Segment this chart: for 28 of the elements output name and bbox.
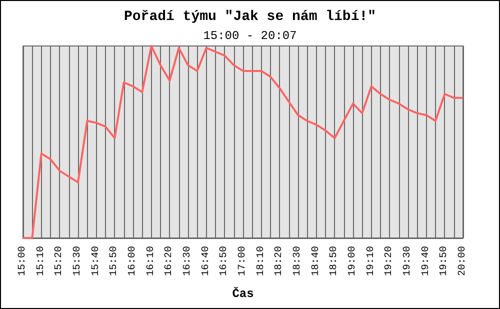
x-tick-label: 15:10 xyxy=(36,246,47,276)
x-tick-label: 16:10 xyxy=(146,246,157,276)
x-tick-label: 18:20 xyxy=(274,246,286,276)
chart-subtitle: 15:00 - 20:07 xyxy=(203,29,297,43)
x-tick-label: 17:00 xyxy=(238,246,248,276)
x-tick-label: 15:30 xyxy=(72,246,84,276)
x-tick-label: 19:00 xyxy=(348,246,358,276)
x-tick-label: 15:00 xyxy=(18,246,28,276)
x-tick-label: 19:50 xyxy=(439,246,450,276)
x-tick-label: 16:00 xyxy=(128,246,138,276)
x-tick-label: 18:10 xyxy=(256,246,267,276)
x-tick-label: 16:50 xyxy=(219,246,230,276)
x-tick-label: 19:10 xyxy=(366,246,377,276)
x-tick-label: 18:40 xyxy=(310,246,322,276)
x-tick-label: 19:30 xyxy=(402,246,414,276)
x-tick-label: 15:40 xyxy=(90,246,102,276)
x-tick-label: 15:20 xyxy=(54,246,66,276)
x-tick-label: 16:40 xyxy=(200,246,212,276)
chart-title: Pořadí týmu "Jak se nám líbí!" xyxy=(124,9,376,25)
x-tick-label: 18:30 xyxy=(292,246,304,276)
x-tick-label: 20:00 xyxy=(458,246,468,276)
x-tick-label: 18:50 xyxy=(329,246,340,276)
x-tick-label: 16:20 xyxy=(164,246,176,276)
x-tick-label: 19:20 xyxy=(384,246,396,276)
x-tick-label: 16:30 xyxy=(182,246,194,276)
x-axis-title: Čas xyxy=(232,287,254,301)
x-tick-label: 15:50 xyxy=(109,246,120,276)
x-tick-label: 19:40 xyxy=(420,246,432,276)
